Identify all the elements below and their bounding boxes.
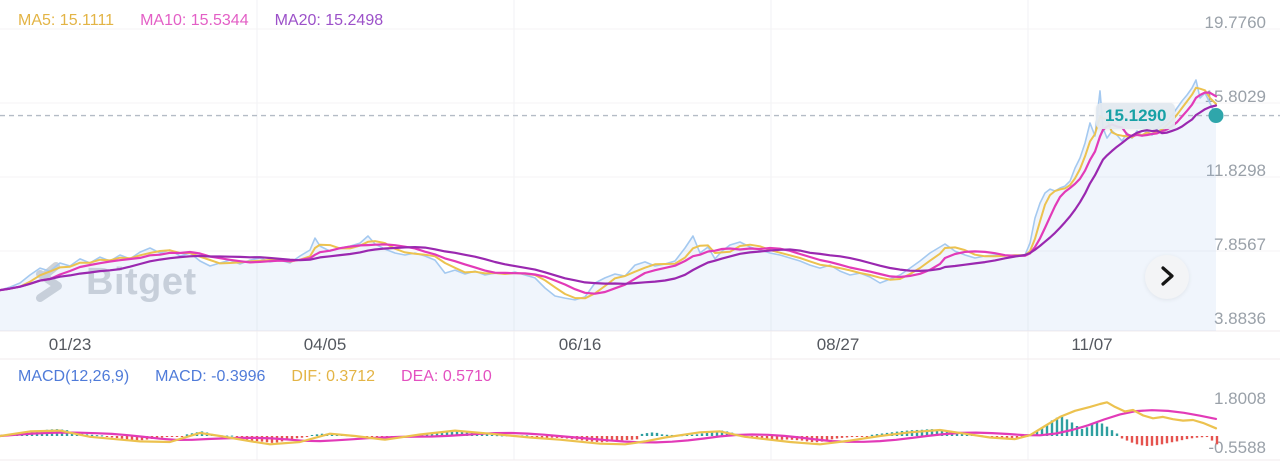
legend-item: DIF: 0.3712 <box>291 368 376 385</box>
legend-item: MA10: 15.5344 <box>140 12 249 29</box>
axis-label: 15.8029 <box>1204 87 1266 106</box>
ma-legend: MA5: 15.1111 MA10: 15.5344 MA20: 15.2498 <box>18 12 383 30</box>
legend-item: DEA: 0.5710 <box>401 368 492 385</box>
axis-label: 19.7760 <box>1204 13 1266 32</box>
axis-label: 08/27 <box>816 335 860 354</box>
legend-item: MA20: 15.2498 <box>274 12 384 29</box>
legend-item: MACD(12,26,9) <box>18 368 130 385</box>
axis-label: -0.5588 <box>1208 437 1266 457</box>
axis-label: 01/23 <box>48 335 92 354</box>
chevron-right-icon <box>1157 264 1177 291</box>
axis-label: 1.8008 <box>1214 388 1266 408</box>
current-price-badge: 15.1290 <box>1096 102 1176 129</box>
bitget-logo-text: Bitget <box>86 261 197 304</box>
axis-label: 06/16 <box>558 335 602 354</box>
bitget-watermark: Bitget <box>30 256 197 309</box>
axis-label: 3.8836 <box>1214 309 1266 328</box>
axis-label: 11.8298 <box>1205 161 1266 180</box>
legend-item: MA5: 15.1111 <box>18 12 115 29</box>
axis-label: 11/07 <box>1071 335 1113 354</box>
axis-label: 04/05 <box>303 335 347 354</box>
axis-label: 7.8567 <box>1214 235 1266 254</box>
scroll-right-button[interactable] <box>1145 255 1189 299</box>
macd-legend: MACD(12,26,9) MACD: -0.3996 DIF: 0.3712 DEA… <box>18 368 492 386</box>
legend-item: MACD: -0.3996 <box>155 368 266 385</box>
